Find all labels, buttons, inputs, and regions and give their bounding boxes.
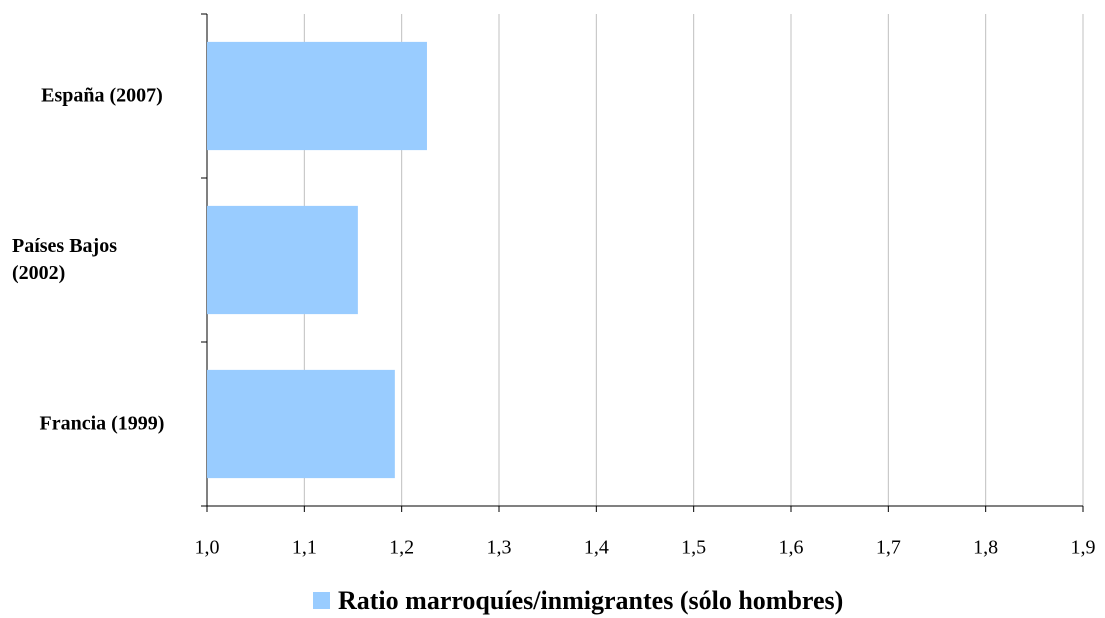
legend-swatch — [313, 592, 330, 609]
y-tick-label: España (2007) — [41, 84, 163, 107]
x-tick-label: 1,6 — [779, 537, 804, 559]
x-tick-label: 1,3 — [487, 537, 512, 559]
y-tick-label: Francia (1999) — [39, 412, 165, 435]
y-tick-label: Países Bajos (2002) — [12, 235, 117, 284]
bar — [207, 41, 427, 151]
x-tick-label: 1,4 — [584, 537, 609, 559]
x-tick-label: 1,1 — [292, 537, 317, 559]
x-tick-label: 1,8 — [973, 537, 998, 559]
x-tick-label: 1,9 — [1071, 537, 1096, 559]
x-tick-label: 1,7 — [876, 537, 901, 559]
x-tick-label: 1,5 — [681, 537, 706, 559]
x-tick-label: 1,0 — [195, 537, 220, 559]
legend-label: Ratio marroquíes/inmigrantes (sólo hombr… — [338, 586, 843, 615]
x-tick-label: 1,2 — [389, 537, 414, 559]
bar — [207, 369, 395, 479]
bar — [207, 205, 358, 315]
